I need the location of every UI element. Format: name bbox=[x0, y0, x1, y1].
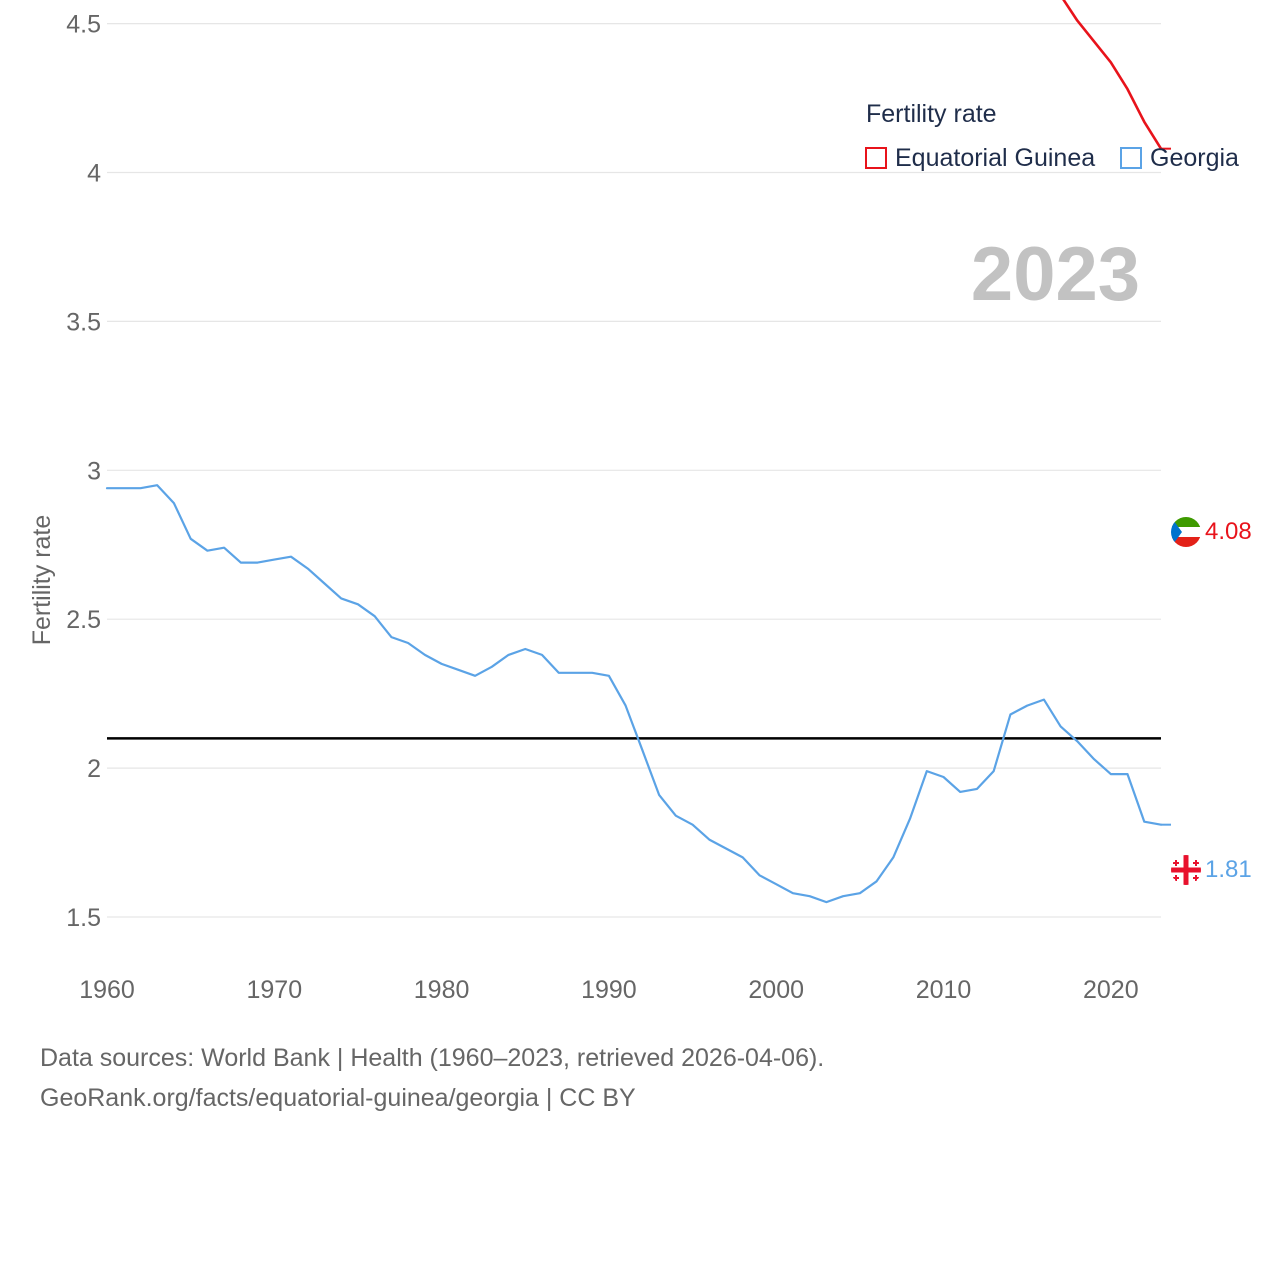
x-tick-label: 1970 bbox=[246, 976, 302, 1004]
y-axis-ticks: 1.522.533.544.555.56 bbox=[66, 11, 101, 932]
x-tick-label: 2010 bbox=[916, 976, 972, 1004]
equatorial-guinea-flag-icon bbox=[1171, 517, 1201, 547]
x-tick-label: 1980 bbox=[414, 976, 470, 1004]
y-tick-label: 3.5 bbox=[66, 308, 101, 336]
year-watermark: 2023 bbox=[971, 232, 1140, 317]
series-lines bbox=[105, 0, 1171, 904]
y-tick-label: 2 bbox=[87, 755, 101, 783]
equatorial-guinea-end-value: 4.08 bbox=[1205, 518, 1252, 545]
legend-item-georgia[interactable]: Georgia bbox=[1120, 143, 1239, 173]
legend-item-equatorial-guinea[interactable]: Equatorial Guinea bbox=[865, 143, 1095, 173]
legend-swatch-equatorial-guinea bbox=[865, 147, 887, 169]
legend-swatch-georgia bbox=[1120, 147, 1142, 169]
georgia-end-value: 1.81 bbox=[1205, 856, 1252, 883]
georgia-flag-icon bbox=[1171, 855, 1201, 885]
y-tick-label: 3 bbox=[87, 457, 101, 485]
x-tick-label: 1990 bbox=[581, 976, 637, 1004]
equatorial-guinea-line bbox=[1062, 0, 1163, 150]
y-axis-label: Fertility rate bbox=[28, 515, 56, 646]
legend-label: Equatorial Guinea bbox=[895, 143, 1096, 172]
y-tick-label: 2.5 bbox=[66, 606, 101, 634]
x-tick-label: 2020 bbox=[1083, 976, 1139, 1004]
source-url[interactable]: GeoRank.org/facts/equatorial-guinea/geor… bbox=[40, 1084, 636, 1112]
data-source-note: Data sources: World Bank | Health (1960–… bbox=[40, 1044, 825, 1072]
x-tick-label: 2000 bbox=[748, 976, 804, 1004]
x-axis-ticks: 1960 1970 1980 1990 2000 2010 2020 bbox=[79, 976, 1138, 1004]
gridlines bbox=[107, 23, 1161, 918]
y-tick-label: 4 bbox=[87, 160, 101, 188]
y-tick-label: 4.5 bbox=[66, 11, 101, 39]
x-tick-label: 1960 bbox=[79, 976, 135, 1004]
y-tick-label: 1.5 bbox=[66, 904, 101, 932]
legend-title: Fertility rate bbox=[866, 100, 997, 128]
legend-label: Georgia bbox=[1150, 143, 1239, 172]
georgia-line bbox=[105, 484, 1163, 904]
